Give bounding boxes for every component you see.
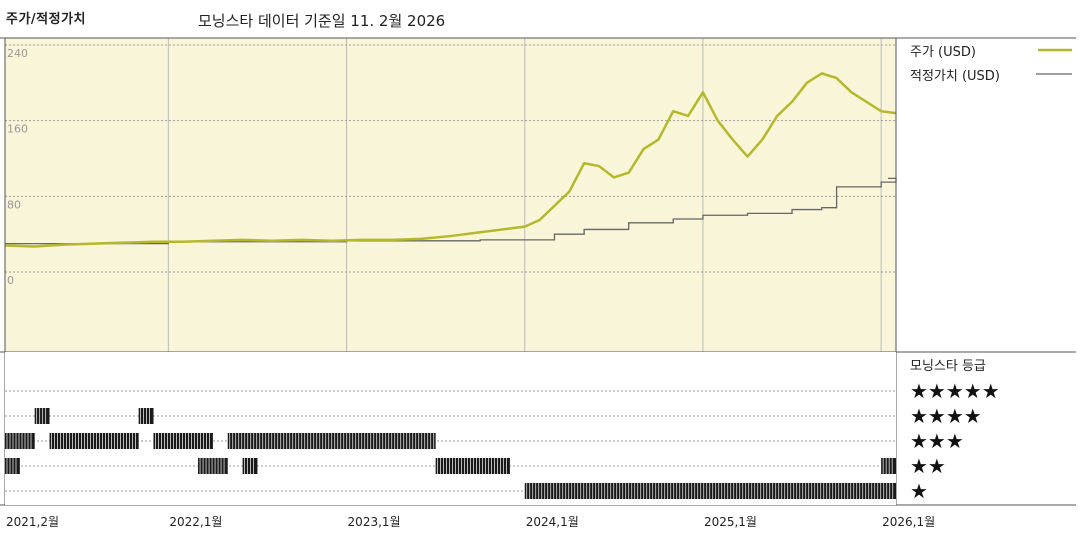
rating-row-stars: ★★ — [910, 454, 946, 478]
rating-segment — [49, 433, 139, 449]
price-line — [4, 72, 897, 248]
y-tick-label: 240 — [7, 47, 28, 60]
plot-background — [5, 38, 896, 352]
x-tick-label: 2021,2월 — [6, 515, 59, 529]
x-tick-label: 2022,1월 — [169, 515, 222, 529]
rating-row-stars: ★★★★ — [910, 404, 982, 428]
rating-row-stars: ★★★★★ — [910, 379, 1000, 403]
legend-fair-value-label: 적정가치 (USD) — [910, 69, 1000, 84]
rating-background — [5, 352, 896, 505]
rating-segment — [198, 458, 228, 474]
chart-left-title: 주가/적정가치 — [6, 12, 87, 27]
data-date-title: 모닝스타 데이터 기준일 11. 2월 2026 — [198, 12, 446, 30]
y-tick-label: 80 — [7, 198, 21, 211]
rating-segment — [524, 483, 896, 499]
x-tick-label: 2023,1월 — [348, 515, 401, 529]
x-tick-label: 2026,1월 — [882, 515, 935, 529]
rating-row-stars: ★★★ — [910, 429, 964, 453]
rating-segment — [5, 433, 35, 449]
y-tick-label: 160 — [7, 123, 28, 136]
rating-segment — [153, 433, 213, 449]
legend-price-label: 주가 (USD) — [910, 45, 976, 60]
y-tick-label: 0 — [7, 274, 14, 287]
fair-value-line — [5, 177, 897, 245]
rating-title: 모닝스타 등급 — [910, 359, 986, 374]
x-tick-label: 2024,1월 — [526, 515, 579, 529]
x-tick-label: 2025,1월 — [704, 515, 757, 529]
rating-row-stars: ★ — [910, 479, 928, 503]
